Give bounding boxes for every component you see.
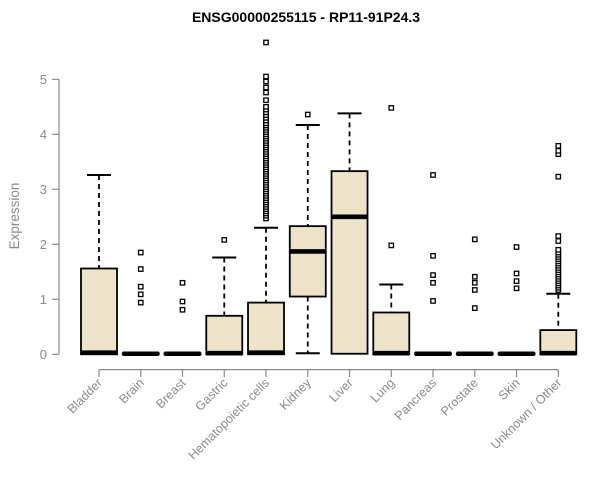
outlier-point bbox=[137, 291, 144, 298]
outlier-point bbox=[263, 78, 269, 85]
outlier-point bbox=[471, 273, 478, 280]
boxplot-bladder bbox=[80, 174, 118, 356]
outlier-point bbox=[137, 283, 144, 290]
outlier-point bbox=[513, 244, 520, 250]
outlier-point bbox=[179, 298, 186, 305]
outlier-point bbox=[263, 84, 269, 91]
chart-title: ENSG00000255115 - RP11-91P24.3 bbox=[192, 9, 420, 25]
iqr-box bbox=[80, 267, 118, 356]
outlier-point bbox=[430, 298, 436, 304]
boxplot-pancreas bbox=[414, 172, 452, 357]
y-tick-label: 4 bbox=[40, 127, 47, 142]
outlier-point bbox=[471, 305, 478, 311]
boxplot-skin bbox=[497, 244, 536, 357]
x-tick-label-unknown-other: Unknown / Other bbox=[488, 376, 564, 452]
outlier-point bbox=[555, 233, 562, 239]
boxplot-hematopoietic-cells bbox=[247, 39, 285, 356]
iqr-box bbox=[247, 301, 285, 356]
outlier-point bbox=[263, 103, 269, 110]
outlier-point bbox=[137, 299, 144, 306]
outlier-point bbox=[555, 147, 562, 154]
boxplot-breast bbox=[163, 279, 202, 357]
boxplot-prostate bbox=[455, 236, 494, 357]
outlier-point bbox=[263, 89, 269, 96]
outlier-point bbox=[513, 270, 520, 277]
x-tick-label-bladder: Bladder bbox=[65, 376, 105, 416]
outlier-point bbox=[430, 272, 436, 278]
x-tick-label-kidney: Kidney bbox=[277, 375, 314, 412]
outlier-point bbox=[263, 73, 269, 80]
outlier-point bbox=[221, 237, 228, 243]
x-tick-label-prostate: Prostate bbox=[438, 376, 481, 419]
outlier-point bbox=[137, 249, 144, 256]
y-tick-label: 3 bbox=[40, 182, 47, 197]
iqr-box bbox=[372, 311, 411, 356]
x-tick-label-brain: Brain bbox=[116, 376, 147, 407]
boxplot-liver bbox=[330, 112, 369, 355]
x-tick-label-gastric: Gastric bbox=[192, 376, 230, 414]
y-tick-label: 0 bbox=[40, 347, 47, 362]
y-tick-label: 5 bbox=[40, 72, 47, 87]
outlier-point bbox=[471, 279, 478, 286]
outlier-point bbox=[388, 242, 395, 249]
outlier-point bbox=[471, 236, 478, 243]
outlier-point bbox=[430, 252, 436, 259]
outlier-point bbox=[513, 278, 520, 285]
x-tick-label-hematopoietic-cells: Hematopoietic cells bbox=[186, 376, 273, 463]
outlier-point bbox=[555, 238, 562, 244]
x-tick-label-liver: Liver bbox=[327, 376, 356, 405]
y-tick-label: 2 bbox=[40, 237, 47, 252]
boxplot-unknown-other bbox=[539, 142, 578, 356]
x-tick-label-pancreas: Pancreas bbox=[392, 376, 439, 423]
x-tick-label-breast: Breast bbox=[153, 375, 189, 411]
iqr-box bbox=[205, 314, 244, 356]
boxplot-gastric bbox=[205, 237, 244, 356]
outlier-point bbox=[388, 105, 395, 111]
outlier-point bbox=[179, 306, 186, 313]
x-tick-label-skin: Skin bbox=[496, 376, 523, 403]
iqr-box bbox=[288, 225, 327, 298]
outlier-point bbox=[304, 111, 311, 118]
y-axis-label: Expression bbox=[7, 183, 22, 250]
outlier-point bbox=[430, 279, 436, 286]
outlier-point bbox=[555, 246, 562, 253]
outlier-point bbox=[137, 266, 144, 272]
outlier-point bbox=[513, 285, 520, 292]
iqr-box bbox=[539, 329, 578, 356]
boxplot-lung bbox=[372, 105, 411, 356]
iqr-box bbox=[330, 170, 369, 355]
outlier-point bbox=[263, 97, 269, 104]
x-tick-label-lung: Lung bbox=[368, 376, 398, 406]
boxplot-kidney bbox=[288, 111, 327, 355]
plot-area: 0 1 2 3 4 5 Bladder Brain Breast GastricHematopoi… bbox=[40, 39, 578, 463]
outlier-point bbox=[471, 287, 478, 293]
y-tick-label: 1 bbox=[40, 292, 47, 307]
boxplot-brain bbox=[121, 249, 160, 357]
outlier-point bbox=[179, 279, 186, 286]
outlier-point bbox=[263, 39, 269, 46]
outlier-point bbox=[555, 173, 562, 180]
outlier-point bbox=[430, 172, 436, 178]
outlier-point bbox=[555, 142, 562, 149]
